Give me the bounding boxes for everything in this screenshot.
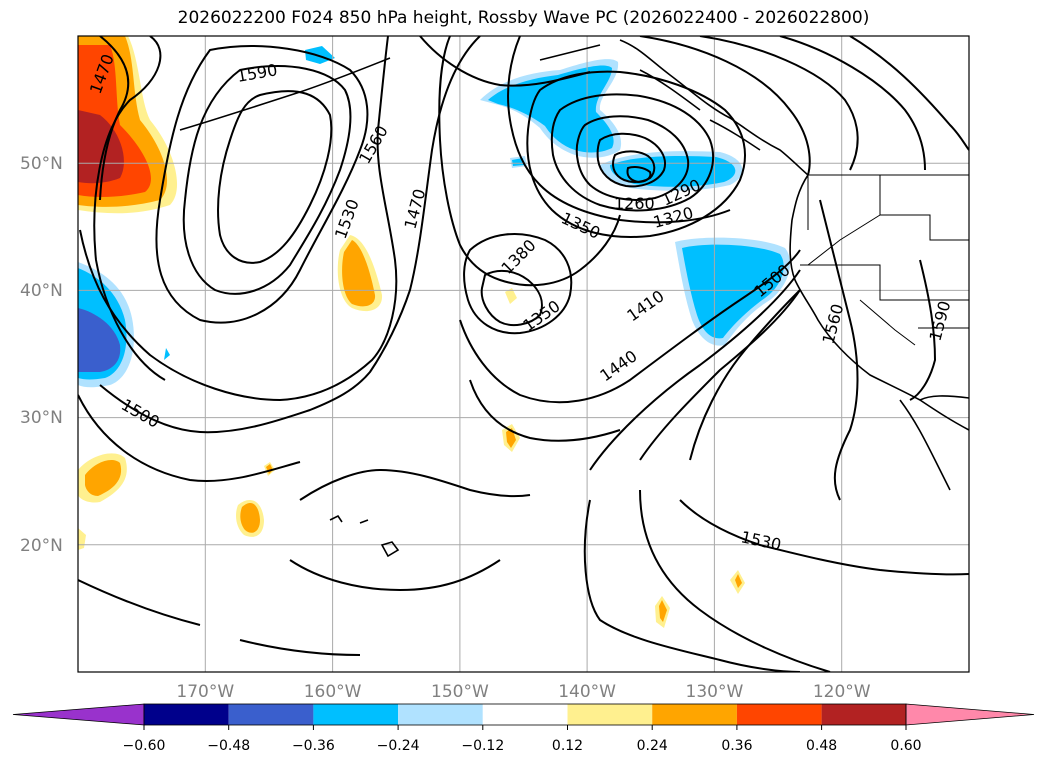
colorbar-segment [313, 704, 399, 725]
colorbar-segment [228, 704, 314, 725]
colorbar-ticks [143, 725, 907, 730]
map-panel: 1470 1590 1560 1530 1470 1500 1380 1350 … [78, 36, 969, 672]
colorbar-segment [736, 704, 822, 725]
colorbar-segment [144, 704, 229, 725]
lon-tick-label: 140°W [558, 682, 616, 702]
colorbar-tick-label: 0.60 [890, 738, 921, 754]
colorbar-extend-low [12, 703, 145, 726]
colorbar-tick-label: −0.12 [461, 738, 504, 754]
lat-tick-label: 40°N [20, 281, 63, 301]
lat-axis: 50°N 40°N 30°N 20°N [20, 154, 63, 556]
colorbar-segment [398, 704, 483, 725]
colorbar-tick-label: 0.36 [721, 738, 752, 754]
negative-anomaly-west [78, 262, 134, 388]
lon-tick-label: 130°W [686, 682, 744, 702]
map-frame [77, 35, 970, 673]
height-contours [78, 36, 969, 672]
positive-anomaly-central [337, 235, 383, 312]
colorbar-frame [143, 703, 907, 726]
colorbar-segment [821, 704, 906, 725]
shaded-anomalies [78, 36, 790, 628]
colorbar-tick-label: −0.36 [292, 738, 335, 754]
positive-anomaly-sw [78, 288, 745, 628]
colorbar-tick-label: 0.48 [806, 738, 837, 754]
lat-tick-label: 50°N [20, 154, 63, 174]
colorbar-tick-label: −0.48 [207, 738, 250, 754]
lon-tick-label: 150°W [431, 682, 489, 702]
colorbar-tick-label: 0.12 [552, 738, 583, 754]
map-title: 2026022200 F024 850 hPa height, Rossby W… [177, 8, 870, 28]
colorbar-tick-label: −0.24 [377, 738, 420, 754]
coastlines [179, 39, 969, 558]
colorbar-extend-high [905, 703, 1035, 726]
contour-label: 1260 [614, 194, 655, 213]
lon-tick-label: 160°W [304, 682, 362, 702]
negative-anomaly-small-1 [164, 348, 170, 360]
colorbar-segment [567, 704, 653, 725]
colorbar-tick-label: −0.60 [123, 738, 166, 754]
lon-axis: 170°W 160°W 150°W 140°W 130°W 120°W [176, 682, 870, 702]
borders [800, 174, 969, 346]
negative-anomaly-gulf-alaska [305, 46, 790, 346]
lon-tick-label: 120°W [813, 682, 871, 702]
lon-tick-label: 170°W [176, 682, 234, 702]
colorbar-segment [652, 704, 737, 725]
colorbar-segment [482, 704, 568, 725]
lat-tick-label: 20°N [20, 536, 63, 556]
colorbar-tick-label: 0.24 [637, 738, 668, 754]
colorbar: −0.60 −0.48 −0.36 −0.24 −0.12 0.12 0.24 … [12, 703, 1035, 754]
lat-tick-label: 30°N [20, 408, 63, 428]
